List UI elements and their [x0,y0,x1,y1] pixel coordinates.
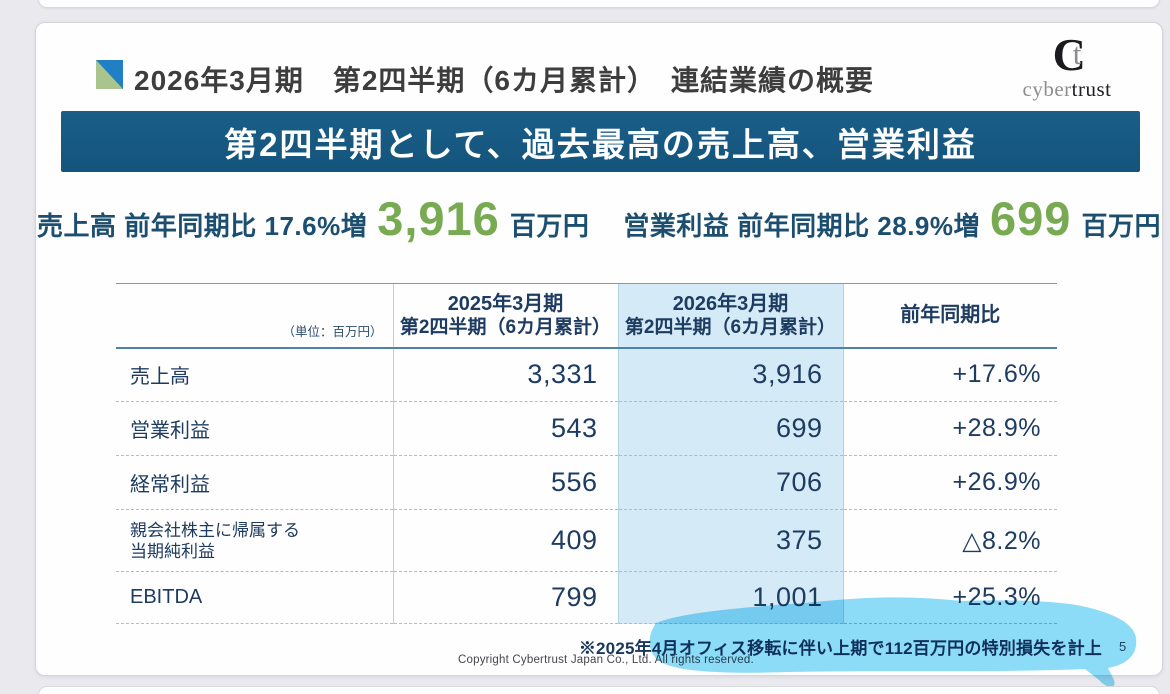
net-income-yoy: △8.2% [842,509,1057,572]
operating-income-yoy: +28.9% [842,401,1057,456]
page-number: 5 [1119,639,1127,654]
net-income-curr: 375 [617,509,843,572]
table-row-net-sales: 売上高 3,331 3,916 +17.6% [116,347,1057,402]
stat-net-sales-unit: 百万円 [509,211,590,241]
net-sales-yoy: +17.6% [842,347,1057,402]
results-table: （単位：百万円） 2025年3月期 第2四半期（6カ月累計） 2026年3月期 … [116,283,1057,624]
stat-net-sales-value: 3,916 [377,192,500,245]
col-header-fy2025: 2025年3月期 第2四半期（6カ月累計） [392,283,618,349]
ordinary-income-curr: 706 [617,455,843,510]
operating-income-curr: 699 [617,401,843,456]
table-row-operating-income: 営業利益 543 699 +28.9% [116,401,1057,456]
stat-net-sales: 売上高 前年同期比 17.6%増 3,916 百万円 [37,191,589,246]
unit-note: （単位：百万円） [282,324,383,339]
net-sales-prev: 3,331 [392,347,618,402]
key-stats-line: 売上高 前年同期比 17.6%増 3,916 百万円 営業利益 前年同期比 28… [36,191,1162,246]
cybertrust-mark-icon: Ct [1052,29,1086,80]
stat-operating-income: 営業利益 前年同期比 28.9%増 699 百万円 [623,191,1161,246]
ebitda-yoy: +25.3% [842,571,1057,624]
cybertrust-wordmark: cybertrust [1022,77,1112,101]
net-sales-curr: 3,916 [617,347,843,402]
next-slide-edge [38,686,1160,694]
table-header-row: （単位：百万円） 2025年3月期 第2四半期（6カ月累計） 2026年3月期 … [116,283,1057,349]
previous-slide-edge [38,0,1160,8]
stat-operating-income-label: 営業利益 前年同期比 28.9%増 [623,211,981,241]
table-row-net-income: 親会社株主に帰属する 当期純利益 409 375 △8.2% [116,509,1057,572]
table-row-ordinary-income: 経常利益 556 706 +26.9% [116,455,1057,510]
slide-title: 2026年3月期 第2四半期（6カ月累計） 連結業績の概要 [134,65,875,96]
operating-income-prev: 543 [392,401,618,456]
net-income-prev: 409 [392,509,618,572]
headline-text: 第2四半期として、過去最高の売上高、営業利益 [224,125,977,163]
col-header-yoy: 前年同期比 [842,283,1057,349]
stat-operating-income-unit: 百万円 [1081,211,1161,241]
stat-operating-income-value: 699 [990,192,1072,245]
col-header-fy2026: 2026年3月期 第2四半期（6カ月累計） [617,283,843,349]
ebitda-curr: 1,001 [617,571,843,624]
ordinary-income-yoy: +26.9% [842,455,1057,510]
copyright-text: Copyright Cybertrust Japan Co., Ltd. All… [458,654,754,666]
ordinary-income-prev: 556 [392,455,618,510]
ebitda-prev: 799 [392,571,618,624]
slide: 2026年3月期 第2四半期（6カ月累計） 連結業績の概要 Ct cybertr… [35,22,1163,687]
table-row-ebitda: EBITDA 799 1,001 +25.3% [116,571,1057,624]
title-bullet-icon [96,60,123,89]
table-corner-cell: （単位：百万円） [116,283,393,349]
headline-banner: 第2四半期として、過去最高の売上高、営業利益 [61,111,1140,172]
cybertrust-logo: Ct cybertrust [1004,31,1130,102]
stat-net-sales-label: 売上高 前年同期比 17.6%増 [37,211,368,241]
